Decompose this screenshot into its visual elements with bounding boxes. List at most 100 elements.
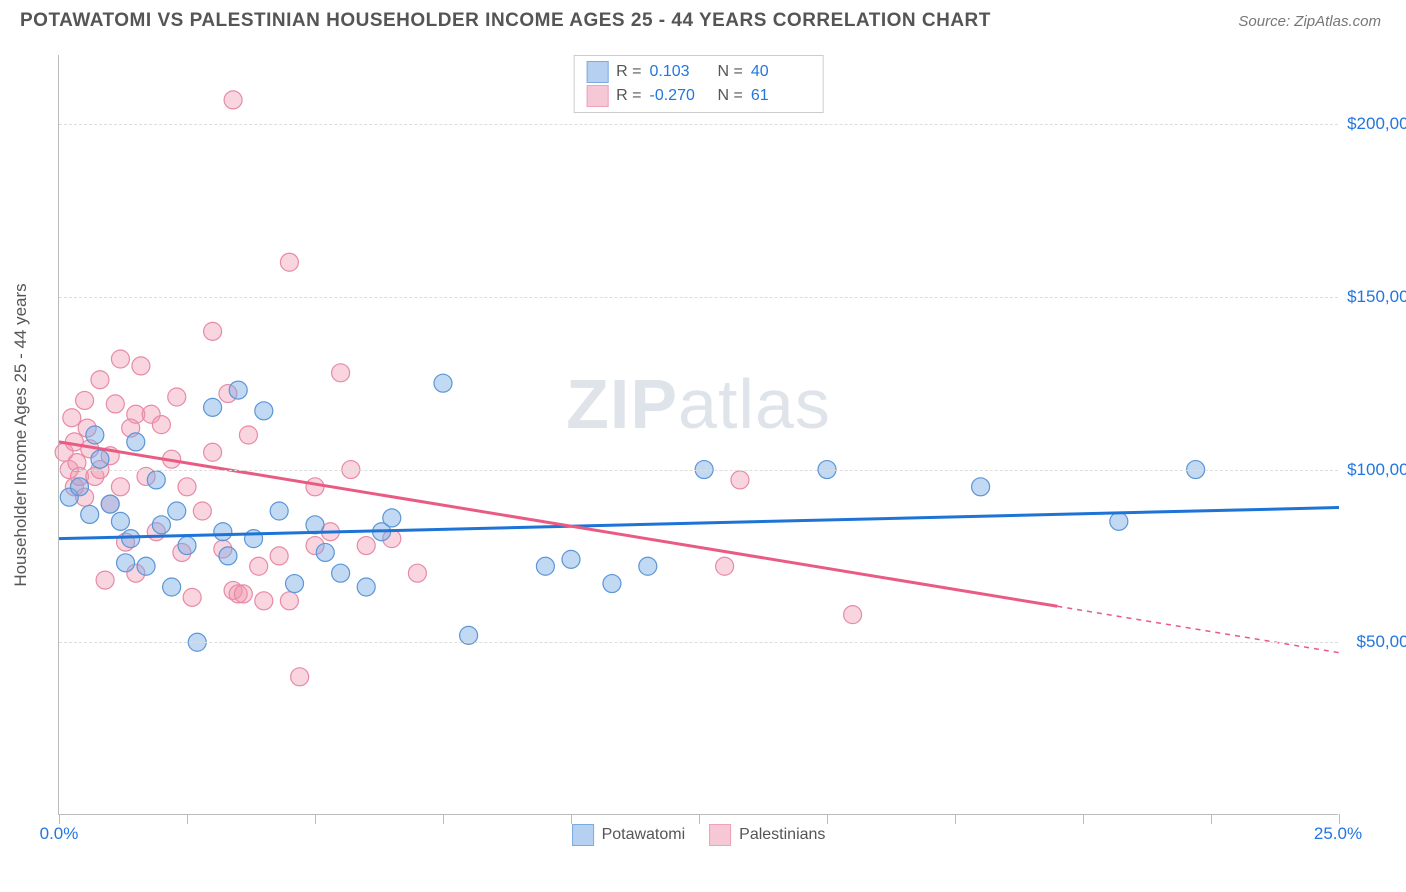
data-point	[332, 564, 350, 582]
swatch-icon	[572, 824, 594, 846]
data-point	[408, 564, 426, 582]
data-point	[229, 381, 247, 399]
n-value: 61	[751, 87, 811, 105]
gridline	[59, 297, 1338, 298]
scatter-svg	[59, 55, 1338, 814]
swatch-icon	[709, 824, 731, 846]
data-point	[280, 592, 298, 610]
chart-plot-area: Householder Income Ages 25 - 44 years ZI…	[58, 55, 1338, 815]
data-point	[383, 509, 401, 527]
data-point	[193, 502, 211, 520]
source-attribution: Source: ZipAtlas.com	[1238, 13, 1381, 30]
data-point	[76, 391, 94, 409]
legend-label: Palestinians	[739, 826, 825, 844]
data-point	[234, 585, 252, 603]
n-label: N =	[718, 87, 743, 105]
data-point	[163, 578, 181, 596]
data-point	[270, 547, 288, 565]
x-tick	[1211, 814, 1212, 824]
gridline	[59, 642, 1338, 643]
r-value: -0.270	[650, 87, 710, 105]
data-point	[168, 502, 186, 520]
data-point	[111, 350, 129, 368]
x-tick	[1083, 814, 1084, 824]
data-point	[214, 523, 232, 541]
data-point	[106, 395, 124, 413]
data-point	[716, 557, 734, 575]
trend-line	[59, 508, 1339, 539]
data-point	[70, 478, 88, 496]
data-point	[178, 478, 196, 496]
swatch-icon	[586, 85, 608, 107]
data-point	[434, 374, 452, 392]
data-point	[332, 364, 350, 382]
data-point	[86, 426, 104, 444]
data-point	[117, 554, 135, 572]
gridline	[59, 124, 1338, 125]
data-point	[536, 557, 554, 575]
data-point	[204, 443, 222, 461]
data-point	[111, 478, 129, 496]
x-tick	[187, 814, 188, 824]
y-axis-label: Householder Income Ages 25 - 44 years	[11, 283, 31, 586]
data-point	[91, 450, 109, 468]
data-point	[1110, 512, 1128, 530]
r-label: R =	[616, 87, 641, 105]
x-tick	[1339, 814, 1340, 824]
trend-line-extrapolated	[1057, 606, 1339, 652]
data-point	[81, 505, 99, 523]
data-point	[168, 388, 186, 406]
legend-row: R = -0.270 N = 61	[586, 84, 811, 108]
data-point	[132, 357, 150, 375]
header-bar: POTAWATOMI VS PALESTINIAN HOUSEHOLDER IN…	[0, 0, 1406, 37]
x-tick-label-min: 0.0%	[40, 824, 79, 844]
data-point	[306, 478, 324, 496]
x-tick	[59, 814, 60, 824]
data-point	[204, 322, 222, 340]
data-point	[357, 537, 375, 555]
data-point	[127, 433, 145, 451]
data-point	[603, 575, 621, 593]
data-point	[111, 512, 129, 530]
y-tick-label: $150,000	[1347, 287, 1406, 307]
data-point	[224, 91, 242, 109]
data-point	[316, 543, 334, 561]
data-point	[844, 606, 862, 624]
y-tick-label: $100,000	[1347, 460, 1406, 480]
data-point	[357, 578, 375, 596]
data-point	[122, 530, 140, 548]
data-point	[255, 592, 273, 610]
data-point	[280, 253, 298, 271]
x-tick	[699, 814, 700, 824]
data-point	[204, 398, 222, 416]
data-point	[255, 402, 273, 420]
data-point	[96, 571, 114, 589]
data-point	[972, 478, 990, 496]
n-value: 40	[751, 63, 811, 81]
data-point	[147, 471, 165, 489]
data-point	[219, 547, 237, 565]
source-prefix: Source:	[1238, 13, 1294, 30]
n-label: N =	[718, 63, 743, 81]
legend-item: Potawatomi	[572, 824, 686, 846]
swatch-icon	[586, 61, 608, 83]
x-tick-label-max: 25.0%	[1314, 824, 1362, 844]
data-point	[63, 409, 81, 427]
legend-item: Palestinians	[709, 824, 825, 846]
data-point	[178, 537, 196, 555]
data-point	[286, 575, 304, 593]
legend-row: R = 0.103 N = 40	[586, 60, 811, 84]
gridline	[59, 470, 1338, 471]
data-point	[183, 588, 201, 606]
data-point	[731, 471, 749, 489]
data-point	[639, 557, 657, 575]
data-point	[239, 426, 257, 444]
r-value: 0.103	[650, 63, 710, 81]
source-name: ZipAtlas.com	[1294, 13, 1381, 30]
data-point	[101, 495, 119, 513]
data-point	[562, 550, 580, 568]
y-tick-label: $200,000	[1347, 114, 1406, 134]
series-legend: Potawatomi Palestinians	[572, 824, 826, 846]
x-tick	[571, 814, 572, 824]
trend-line	[59, 442, 1057, 606]
